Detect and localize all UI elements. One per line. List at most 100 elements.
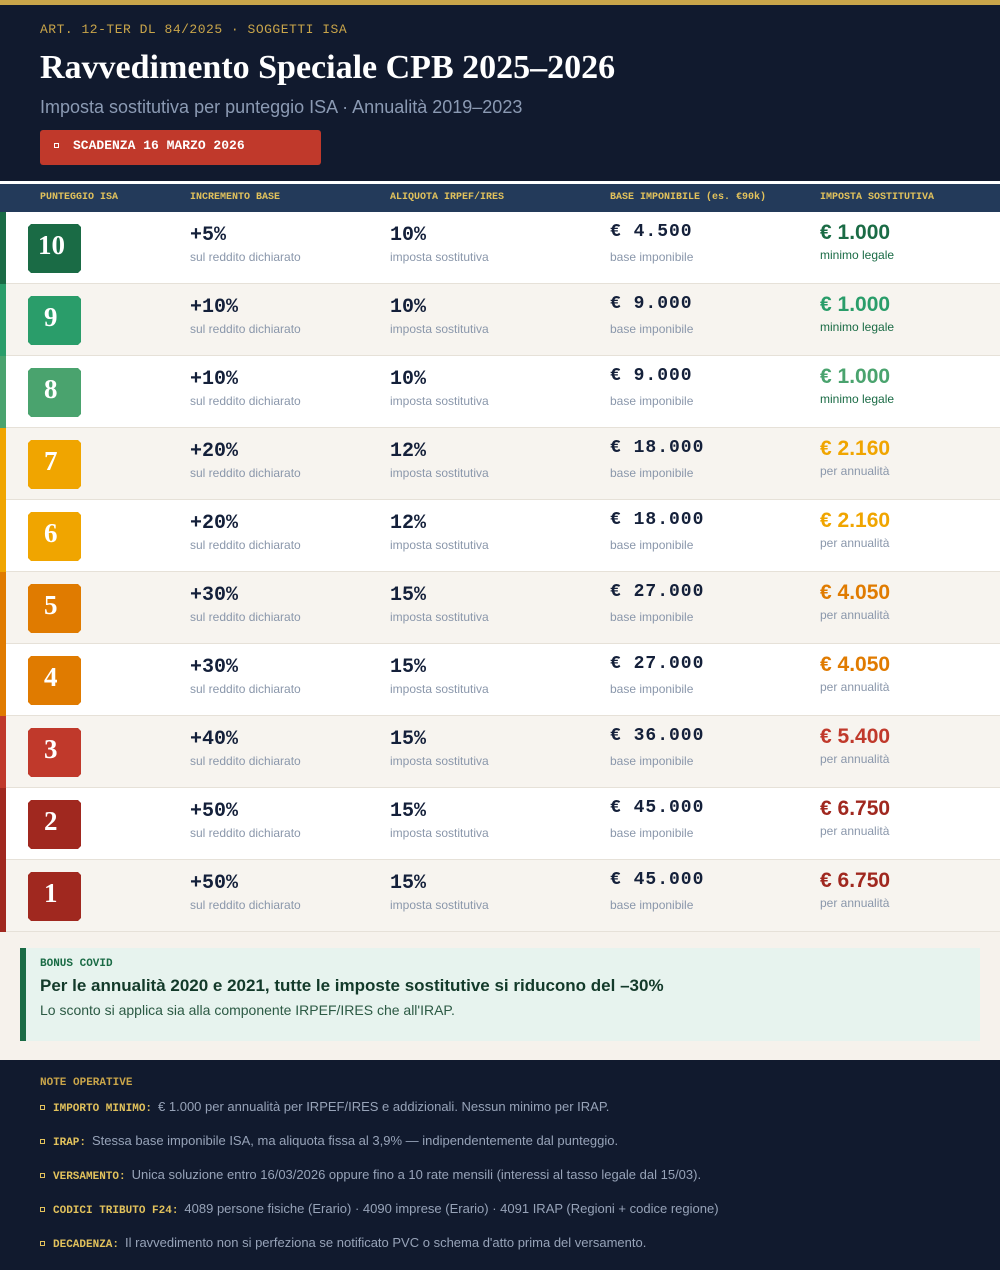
bonus-covid-callout: BONUS COVID Per le annualità 2020 e 2021… [20, 948, 980, 1041]
rate-note: imposta sostitutiva [390, 610, 489, 624]
tax-note: minimo legale [820, 392, 895, 406]
increment-note: sul reddito dichiarato [190, 538, 301, 552]
increment-note: sul reddito dichiarato [190, 466, 301, 480]
rate-value: 15% [390, 872, 427, 895]
base-note: base imponibile [610, 682, 694, 696]
increment-note: sul reddito dichiarato [190, 754, 301, 768]
score-stripe [0, 356, 6, 428]
rate-note: imposta sostitutiva [390, 250, 489, 264]
score-stripe [0, 428, 6, 500]
table-row: 9 +10% sul reddito dichiarato 10% impost… [0, 284, 1000, 356]
table-row: 2 +50% sul reddito dichiarato 15% impost… [0, 788, 1000, 860]
page-title: Ravvedimento Speciale CPB 2025–2026 [40, 49, 616, 86]
increment-value: +40% [190, 728, 239, 751]
increment-value: +50% [190, 872, 239, 895]
rate-value: 15% [390, 728, 427, 751]
base-note: base imponibile [610, 826, 694, 840]
column-header: ALIQUOTA IRPEF/IRES [390, 192, 505, 203]
bonus-kicker: BONUS COVID [40, 958, 113, 970]
note-item: VERSAMENTO: Unica soluzione entro 16/03/2… [40, 1157, 960, 1191]
note-label: DECADENZA: [53, 1239, 120, 1251]
score-stripe [0, 860, 6, 932]
base-note: base imponibile [610, 610, 694, 624]
increment-note: sul reddito dichiarato [190, 394, 301, 408]
rate-note: imposta sostitutiva [390, 898, 489, 912]
base-note: base imponibile [610, 754, 694, 768]
rate-note: imposta sostitutiva [390, 682, 489, 696]
square-bullet-icon [40, 1173, 45, 1179]
base-note: base imponibile [610, 250, 694, 264]
base-value: € 45.000 [610, 870, 705, 890]
tax-value: € 2.160 [820, 509, 891, 532]
base-value: € 9.000 [610, 294, 693, 314]
increment-value: +20% [190, 440, 239, 463]
rate-value: 12% [390, 512, 427, 535]
rate-value: 12% [390, 440, 427, 463]
note-label: IRAP: [53, 1137, 87, 1149]
score-badge: 6 [28, 512, 81, 561]
rate-note: imposta sostitutiva [390, 466, 489, 480]
rate-value: 15% [390, 584, 427, 607]
base-value: € 9.000 [610, 366, 693, 386]
tax-value: € 4.050 [820, 653, 891, 676]
increment-value: +20% [190, 512, 239, 535]
square-bullet-icon [40, 1105, 45, 1111]
score-badge: 1 [28, 872, 81, 921]
score-badge: 2 [28, 800, 81, 849]
tax-note: per annualità [820, 752, 890, 766]
table-row: 1 +50% sul reddito dichiarato 15% impost… [0, 860, 1000, 932]
score-badge: 3 [28, 728, 81, 777]
score-badge: 8 [28, 368, 81, 417]
table-row: 8 +10% sul reddito dichiarato 10% impost… [0, 356, 1000, 428]
increment-value: +30% [190, 584, 239, 607]
score-stripe [0, 212, 6, 284]
increment-note: sul reddito dichiarato [190, 250, 301, 264]
increment-note: sul reddito dichiarato [190, 610, 301, 624]
tax-note: per annualità [820, 464, 890, 478]
rate-value: 10% [390, 368, 427, 391]
note-text: Stessa base imponibile ISA, ma aliquota … [92, 1133, 619, 1148]
score-badge: 5 [28, 584, 81, 633]
note-label: IMPORTO MINIMO: [53, 1103, 153, 1115]
deadline-label: SCADENZA 16 MARZO 2026 [73, 138, 245, 153]
note-item: CODICI TRIBUTO F24: 4089 persone fisiche … [40, 1191, 960, 1225]
base-note: base imponibile [610, 538, 694, 552]
increment-value: +30% [190, 656, 239, 679]
subtitle: Imposta sostitutiva per punteggio ISA · … [40, 97, 523, 117]
tax-note: per annualità [820, 608, 890, 622]
base-note: base imponibile [610, 322, 694, 336]
tax-note: minimo legale [820, 248, 895, 262]
increment-note: sul reddito dichiarato [190, 322, 301, 336]
table-row: 3 +40% sul reddito dichiarato 15% impost… [0, 716, 1000, 788]
notes-title: NOTE OPERATIVE [40, 1077, 133, 1089]
tax-value: € 1.000 [820, 365, 891, 388]
square-bullet-icon [40, 1139, 45, 1145]
note-item: IMPORTO MINIMO: € 1.000 per annualità per… [40, 1089, 960, 1123]
score-stripe [0, 572, 6, 644]
score-stripe [0, 644, 6, 716]
kicker: ART. 12-TER DL 84/2025 · SOGGETTI ISA [40, 22, 348, 37]
score-stripe [0, 500, 6, 572]
table-row: 4 +30% sul reddito dichiarato 15% impost… [0, 644, 1000, 716]
base-note: base imponibile [610, 466, 694, 480]
tax-note: minimo legale [820, 320, 895, 334]
table-row: 7 +20% sul reddito dichiarato 12% impost… [0, 428, 1000, 500]
tax-value: € 6.750 [820, 869, 891, 892]
increment-value: +5% [190, 224, 227, 247]
deadline-badge: SCADENZA 16 MARZO 2026 [40, 130, 321, 165]
column-header: BASE IMPONIBILE (es. €90k) [610, 192, 767, 203]
rate-value: 10% [390, 296, 427, 319]
base-value: € 27.000 [610, 582, 705, 602]
note-label: VERSAMENTO: [53, 1171, 126, 1183]
base-value: € 18.000 [610, 438, 705, 458]
square-icon [54, 143, 59, 149]
tax-note: per annualità [820, 824, 890, 838]
rate-note: imposta sostitutiva [390, 826, 489, 840]
increment-note: sul reddito dichiarato [190, 898, 301, 912]
base-note: base imponibile [610, 394, 694, 408]
square-bullet-icon [40, 1207, 45, 1213]
base-value: € 18.000 [610, 510, 705, 530]
increment-value: +50% [190, 800, 239, 823]
tax-value: € 6.750 [820, 797, 891, 820]
note-text: Unica soluzione entro 16/03/2026 oppure … [131, 1167, 702, 1182]
